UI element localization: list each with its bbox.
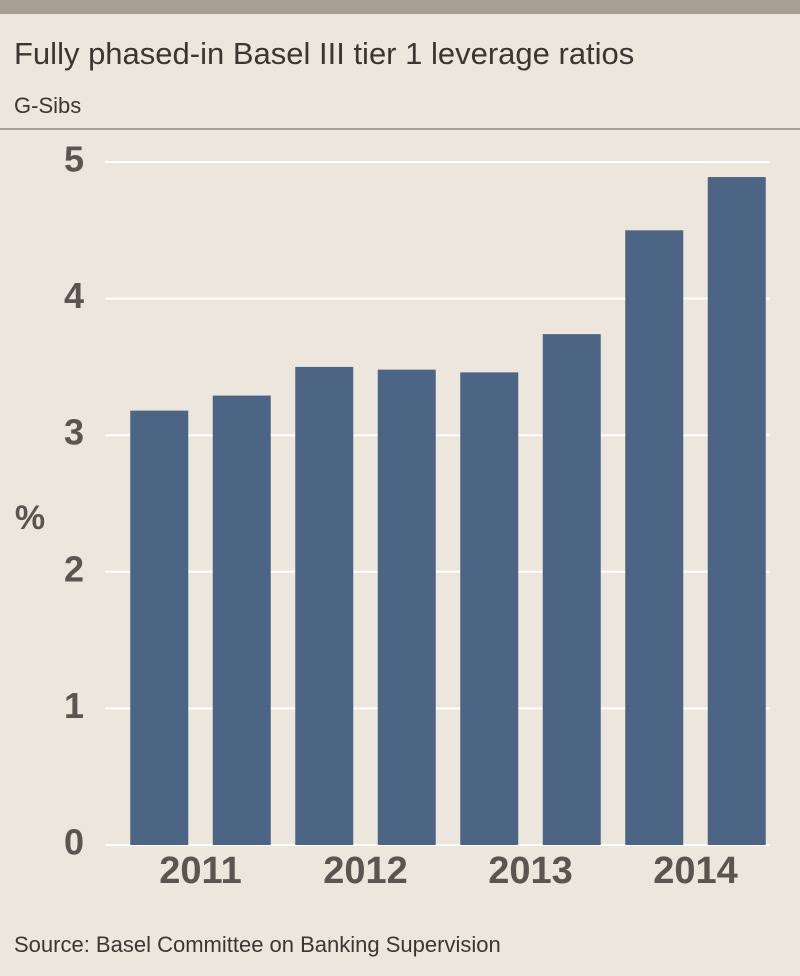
bar [542,334,601,845]
chart-subtitle: G-Sibs [14,93,81,118]
y-tick-label: 1 [64,685,84,726]
bar [707,177,766,845]
bar [460,372,519,845]
y-tick-label: 5 [64,139,84,180]
bar [377,369,436,845]
source: Source: Basel Committee on Banking Super… [14,932,501,957]
y-tick-label: 3 [64,412,84,453]
top-strip [0,0,800,14]
x-tick-label: 2012 [323,850,408,892]
y-tick-label: 4 [64,275,84,316]
bar [212,395,271,845]
y-axis-label: % [15,499,45,537]
chart-title: Fully phased-in Basel III tier 1 leverag… [14,36,634,71]
bar [130,410,189,845]
x-tick-label: 2011 [159,850,241,892]
y-tick-label: 2 [64,548,84,589]
x-tick-label: 2014 [653,850,738,892]
x-tick-label: 2013 [488,850,573,892]
y-tick-label: 0 [64,822,84,863]
bar [295,366,354,845]
bar [625,230,684,846]
